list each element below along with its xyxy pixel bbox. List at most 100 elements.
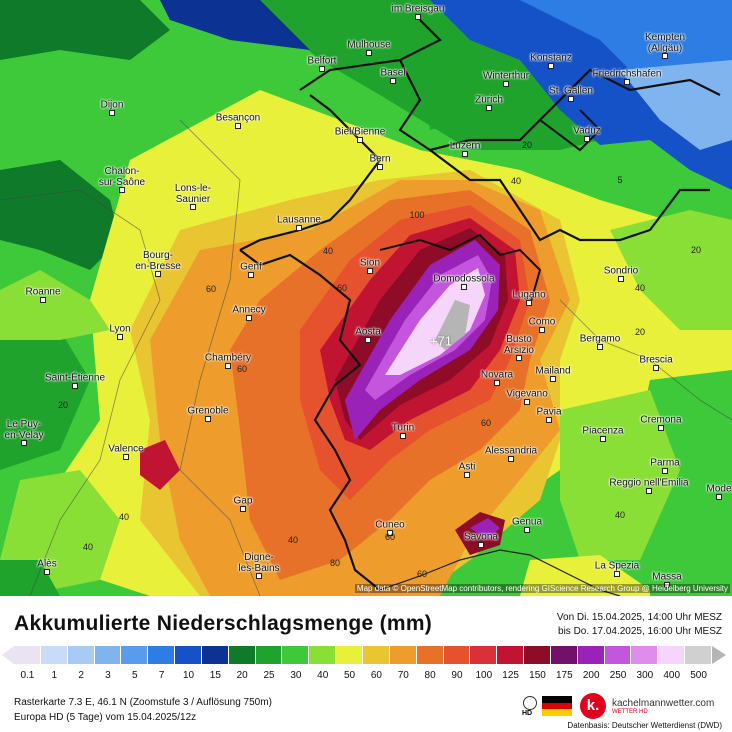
city-label: Winterthur bbox=[482, 70, 530, 82]
scale-tick-label: 20 bbox=[236, 670, 248, 681]
city-marker bbox=[662, 468, 668, 474]
scale-swatch bbox=[14, 646, 41, 664]
city-marker bbox=[366, 50, 372, 56]
contour-label: 40 bbox=[634, 283, 646, 293]
hd-magnifier-icon[interactable] bbox=[523, 696, 537, 710]
city-marker bbox=[123, 454, 129, 460]
city-label: Zürich bbox=[475, 94, 503, 106]
city-label: Valence bbox=[108, 443, 144, 455]
scale-tick-label: 300 bbox=[636, 670, 654, 681]
city-label: St. Gallen bbox=[549, 85, 593, 97]
city-label: Besançon bbox=[215, 112, 261, 124]
city-label: Domodossola bbox=[433, 273, 495, 285]
city-marker bbox=[240, 506, 246, 512]
scale-swatch bbox=[201, 646, 229, 664]
contour-label: 20 bbox=[634, 327, 646, 337]
contour-label: 40 bbox=[510, 176, 522, 186]
scale-swatch bbox=[631, 646, 659, 664]
legend-title: Akkumulierte Niederschlagsmenge (mm) bbox=[14, 612, 433, 635]
city-label: Biel/Bienne bbox=[334, 126, 386, 138]
city-label: Luzern bbox=[449, 140, 481, 152]
scale-tick-label: 400 bbox=[663, 670, 681, 681]
city-marker bbox=[44, 569, 50, 575]
city-marker bbox=[155, 271, 161, 277]
scale-tick-label: 10 bbox=[182, 670, 195, 681]
city-label: Parma bbox=[650, 457, 680, 469]
map-attribution[interactable]: Map data © OpenStreetMap contributors, r… bbox=[354, 584, 730, 593]
city-label: Saint-Étienne bbox=[44, 372, 106, 384]
city-label: Bergamo bbox=[579, 333, 621, 345]
city-label: Aosta bbox=[355, 326, 381, 338]
scale-swatch bbox=[228, 646, 256, 664]
scale-swatch bbox=[67, 646, 95, 664]
period-to: bis Do. 17.04.2025, 16:00 Uhr MESZ bbox=[558, 626, 722, 637]
city-label: Lons-le- Saunier bbox=[174, 183, 212, 205]
brand-name[interactable]: kachelmannwetter.com bbox=[612, 698, 715, 709]
kachelmann-logo-icon[interactable]: k. bbox=[580, 693, 606, 719]
contour-label: 100 bbox=[409, 210, 425, 220]
city-label: Chambéry bbox=[204, 352, 252, 364]
city-marker bbox=[225, 363, 231, 369]
city-label: Pavia bbox=[536, 406, 562, 418]
scale-tick-label: 5 bbox=[132, 670, 138, 681]
city-label: Massa bbox=[652, 571, 682, 583]
scale-tick-label: 15 bbox=[209, 670, 221, 681]
scale-right-arrow bbox=[712, 646, 726, 664]
city-label: Mode bbox=[706, 483, 732, 495]
scale-tick-label: 100 bbox=[475, 670, 493, 681]
contour-label: 40 bbox=[118, 512, 130, 522]
city-marker bbox=[235, 123, 241, 129]
city-label: Lausanne bbox=[277, 214, 321, 226]
color-scale bbox=[14, 646, 712, 664]
city-label: Le Puy- en-Velay bbox=[4, 419, 44, 441]
scale-swatch bbox=[282, 646, 310, 664]
city-label: Alessandria bbox=[484, 445, 538, 457]
city-label: Dijon bbox=[100, 99, 124, 111]
contour-label: 20 bbox=[57, 400, 69, 410]
city-marker bbox=[21, 440, 27, 446]
city-label: Mailand bbox=[535, 365, 571, 377]
city-marker bbox=[387, 530, 393, 536]
city-marker bbox=[40, 297, 46, 303]
scale-tick-label: 40 bbox=[317, 670, 329, 681]
precipitation-map[interactable]: im Breisgau Kempten (Allgäu) Mulhouse Konst… bbox=[0, 0, 732, 596]
city-label: Friedrichshafen bbox=[592, 68, 662, 80]
city-marker bbox=[539, 327, 545, 333]
city-label: Genf bbox=[240, 261, 262, 273]
city-marker bbox=[256, 573, 262, 579]
scale-tick-label: 150 bbox=[529, 670, 546, 681]
city-marker bbox=[658, 425, 664, 431]
city-label: Cuneo bbox=[375, 519, 405, 531]
scale-tick-label: 2 bbox=[78, 670, 84, 681]
city-label: Roanne bbox=[25, 286, 61, 298]
city-marker bbox=[653, 365, 659, 371]
city-marker bbox=[377, 164, 383, 170]
city-label: Grenoble bbox=[187, 405, 229, 417]
city-label: Busto Arsizio bbox=[503, 334, 535, 356]
scale-swatch bbox=[255, 646, 283, 664]
scale-swatch bbox=[577, 646, 605, 664]
legend-panel bbox=[0, 596, 732, 732]
city-marker bbox=[568, 96, 574, 102]
city-label: Annecy bbox=[232, 304, 266, 316]
city-label: Reggio nell'Emilia bbox=[609, 477, 689, 489]
scale-swatch bbox=[550, 646, 578, 664]
scale-swatch bbox=[443, 646, 471, 664]
max-value-label: +71 bbox=[429, 333, 453, 349]
city-marker bbox=[365, 337, 371, 343]
city-marker bbox=[600, 436, 606, 442]
data-source: Datenbasis: Deutscher Wetterdienst (DWD) bbox=[567, 721, 722, 730]
city-label: Lyon bbox=[109, 323, 131, 335]
scale-tick-label: 500 bbox=[690, 670, 707, 681]
scale-swatch bbox=[658, 646, 686, 664]
scale-swatch bbox=[470, 646, 498, 664]
city-label: Sondrio bbox=[603, 265, 639, 277]
scale-tick-label: 3 bbox=[105, 670, 111, 681]
contour-label: 20 bbox=[690, 245, 702, 255]
model-info: Europa HD (5 Tage) vom 15.04.2025/12z bbox=[14, 712, 197, 723]
city-marker bbox=[646, 488, 652, 494]
city-marker bbox=[248, 272, 254, 278]
contour-label: 60 bbox=[236, 364, 248, 374]
city-label: Vigevano bbox=[506, 388, 548, 400]
scale-swatch bbox=[94, 646, 122, 664]
